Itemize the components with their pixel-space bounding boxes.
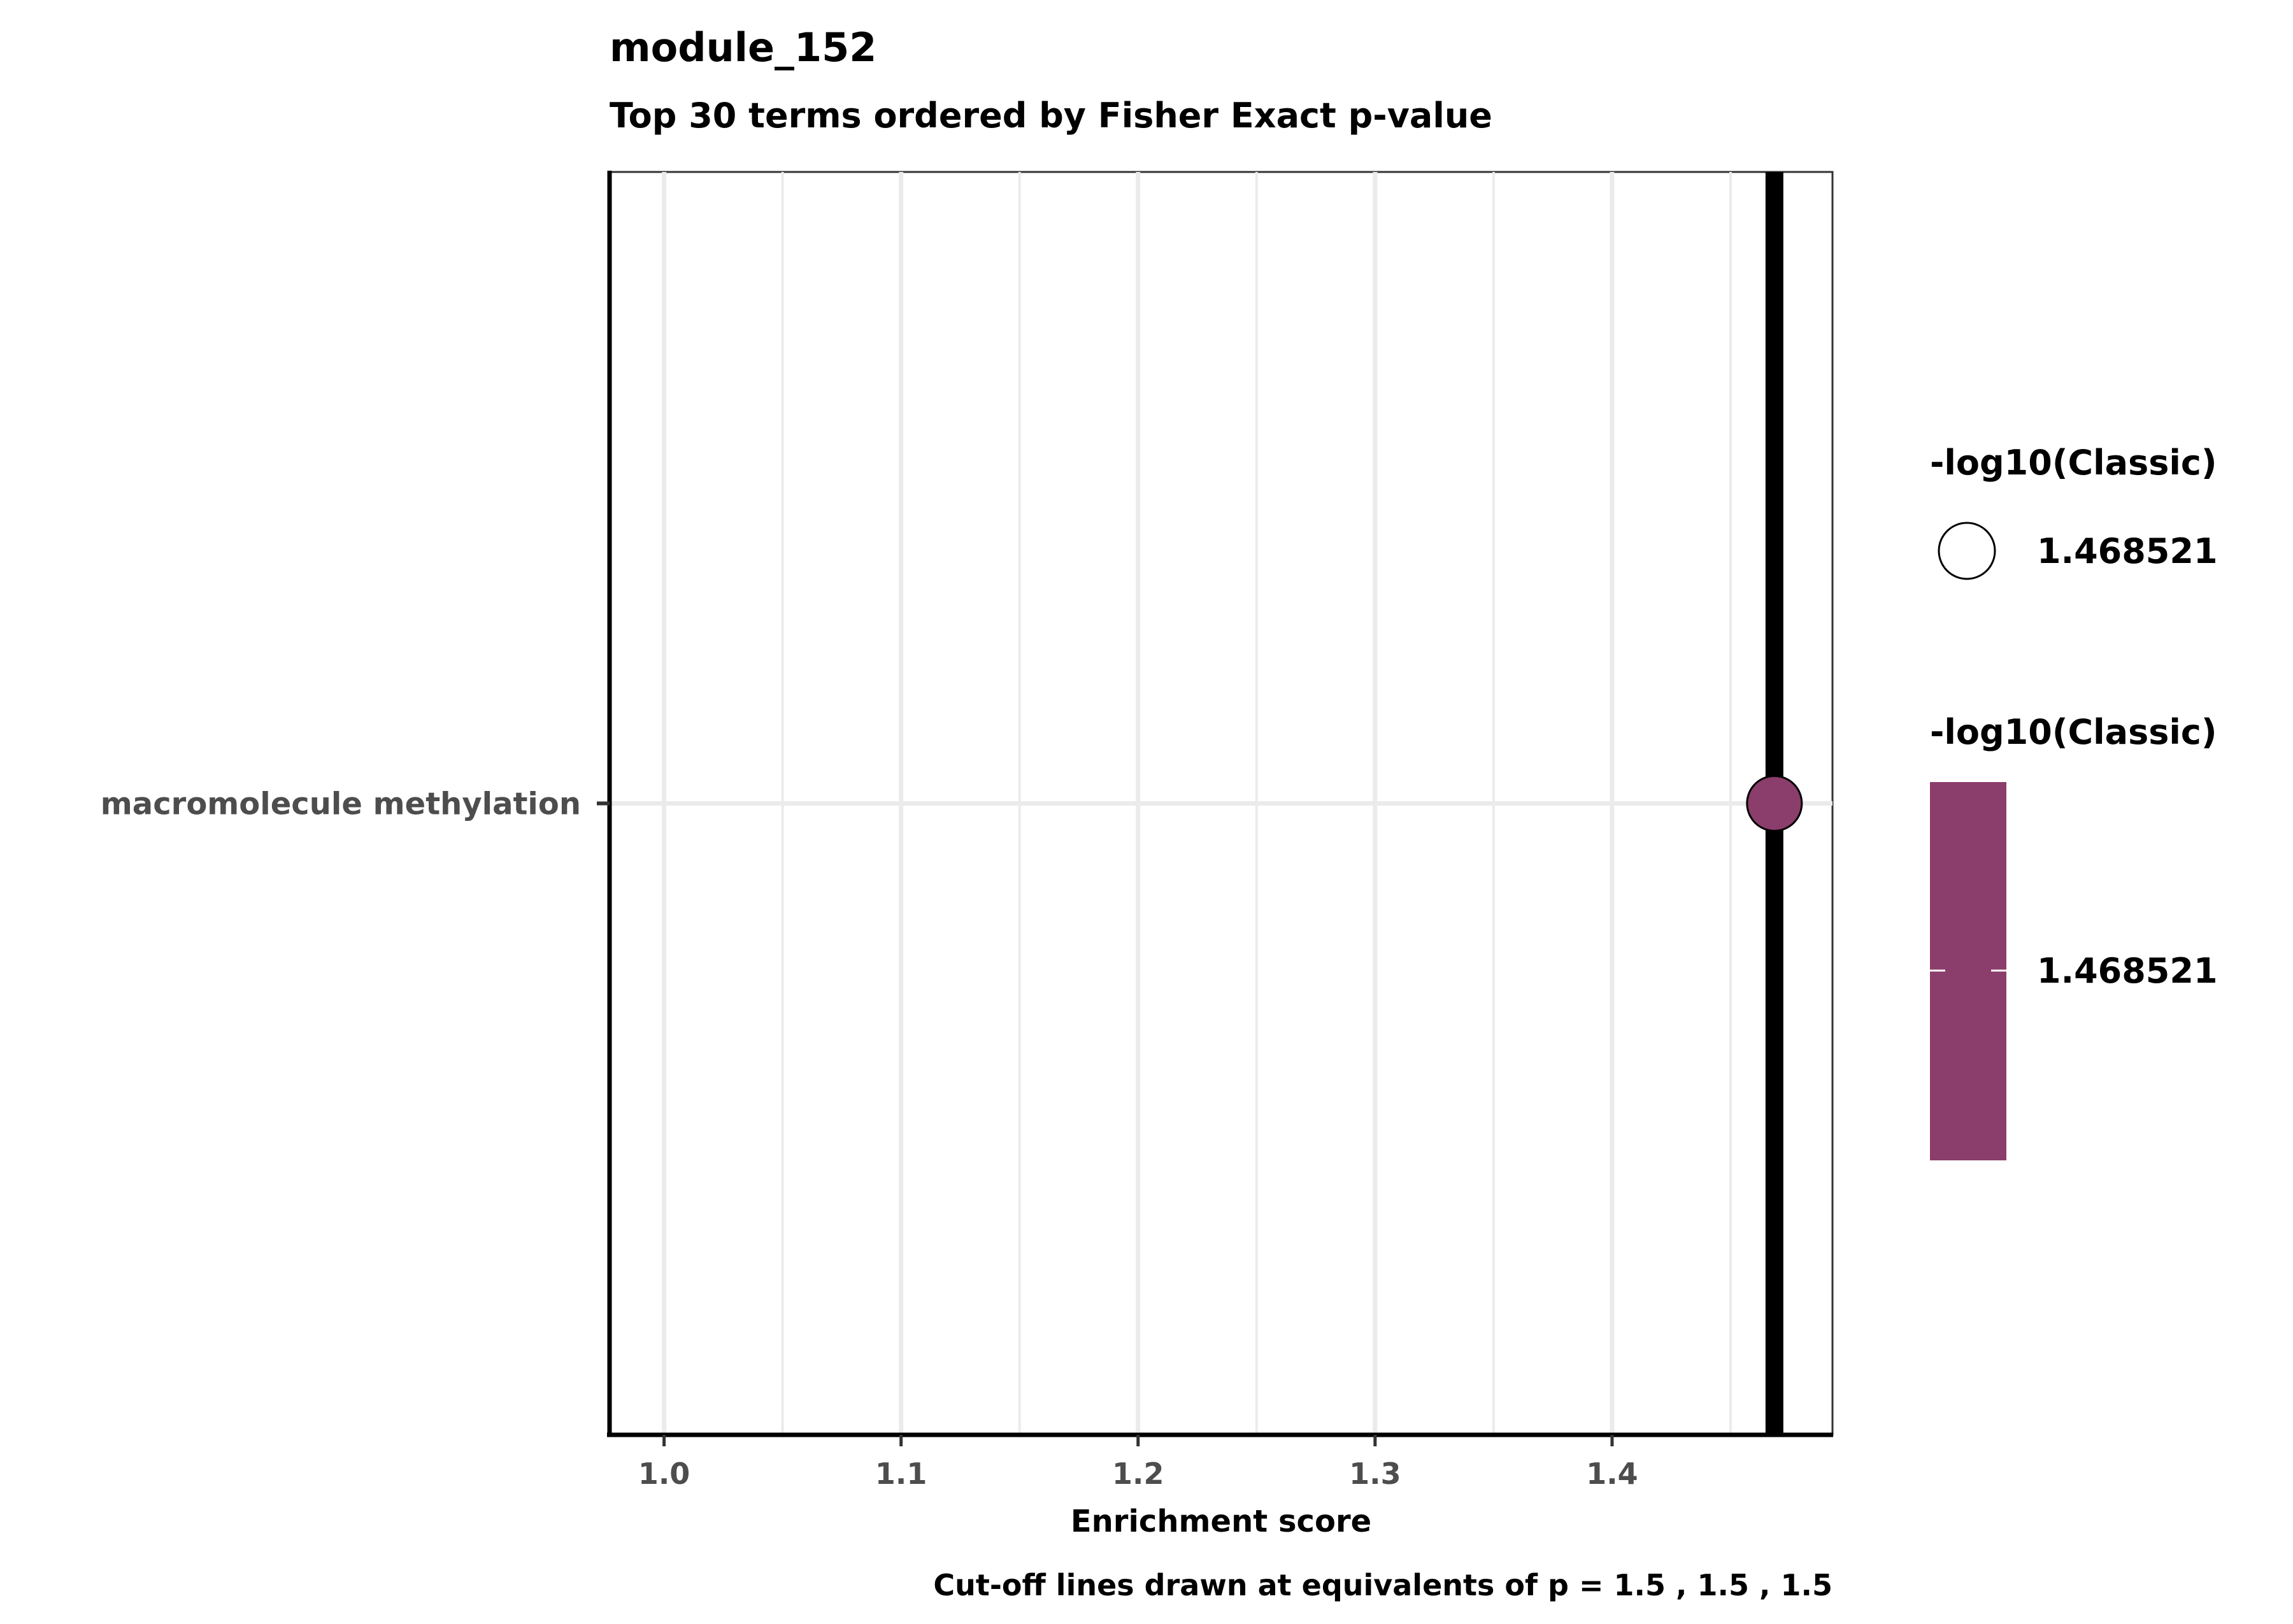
color-legend: -log10(Classic) 1.468521 <box>1930 712 2218 1160</box>
y-tick-label: macromolecule methylation <box>101 787 581 822</box>
x-tick-label: 1.2 <box>1112 1457 1164 1491</box>
size-legend-label: 1.468521 <box>2037 531 2218 571</box>
x-tick-label: 1.0 <box>638 1457 690 1491</box>
point-layer <box>1746 775 1803 832</box>
chart-caption: Cut-off lines drawn at equivalents of p … <box>933 1568 1832 1602</box>
data-point <box>1746 775 1803 832</box>
x-tick-label: 1.1 <box>875 1457 927 1491</box>
color-legend-title: -log10(Classic) <box>1930 712 2217 752</box>
grid-layer <box>610 172 1832 1435</box>
color-legend-label: 1.468521 <box>2037 951 2218 991</box>
x-tick-label: 1.3 <box>1349 1457 1401 1491</box>
chart-subtitle: Top 30 terms ordered by Fisher Exact p-v… <box>610 96 1492 136</box>
chart-title: module_152 <box>610 24 876 71</box>
size-legend: -log10(Classic) 1.468521 <box>1930 443 2218 580</box>
x-axis-title: Enrichment score <box>1071 1504 1371 1539</box>
y-tick-layer: macromolecule methylation <box>101 787 610 822</box>
x-tick-layer: 1.0 1.1 1.2 1.3 1.4 <box>638 1435 1638 1491</box>
x-tick-label: 1.4 <box>1586 1457 1638 1491</box>
size-legend-title: -log10(Classic) <box>1930 443 2217 483</box>
size-legend-key <box>1938 522 1996 580</box>
